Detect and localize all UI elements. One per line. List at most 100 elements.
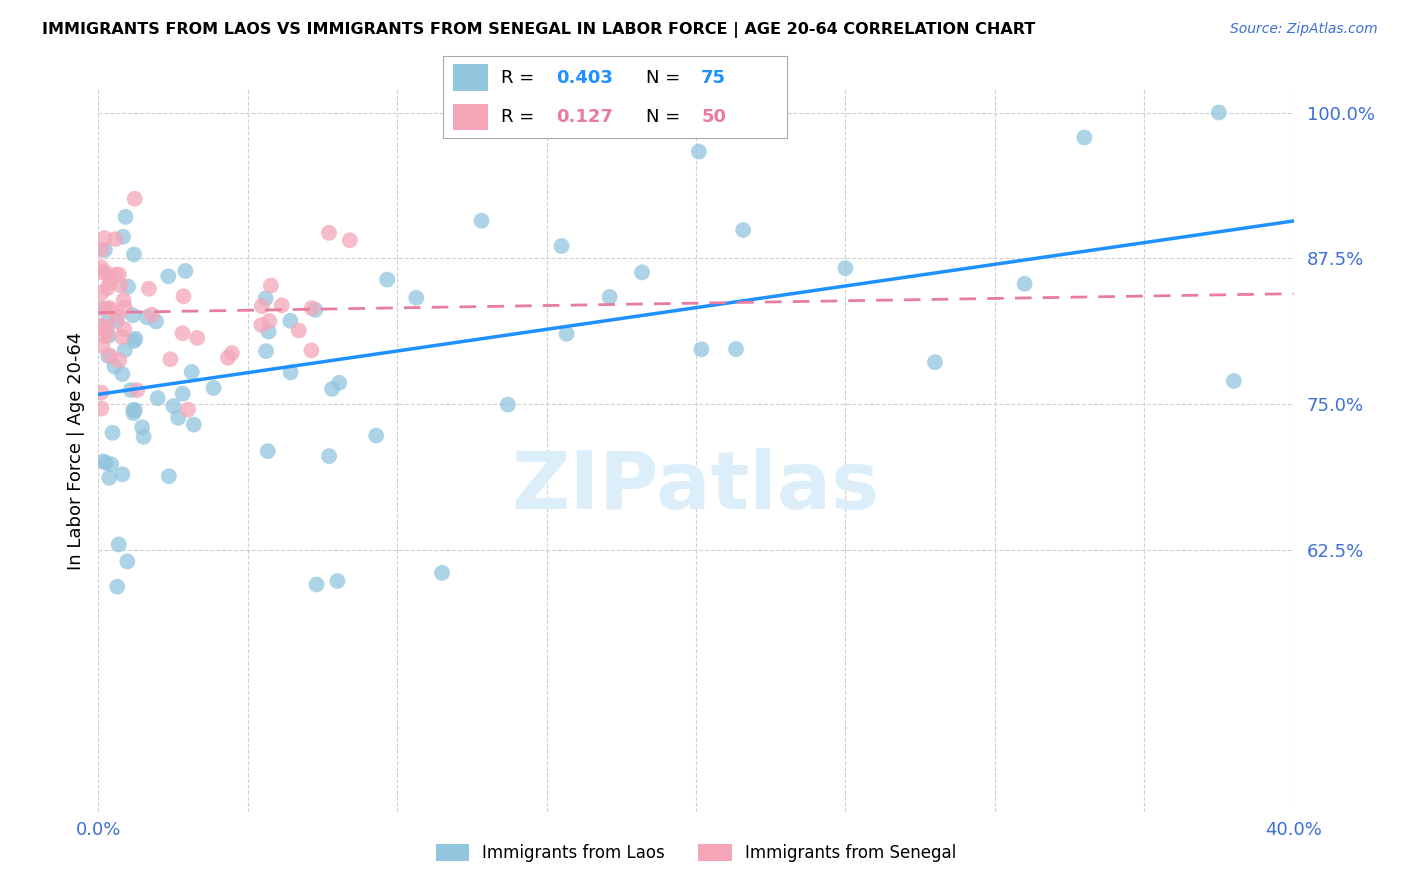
Point bbox=[91, 339, 114, 353]
Point bbox=[280, 365, 302, 379]
Point bbox=[256, 444, 278, 458]
Point bbox=[138, 282, 160, 296]
Point bbox=[96, 324, 118, 338]
Text: IMMIGRANTS FROM LAOS VS IMMIGRANTS FROM SENEGAL IN LABOR FORCE | AGE 20-64 CORRE: IMMIGRANTS FROM LAOS VS IMMIGRANTS FROM … bbox=[42, 22, 1035, 38]
Point bbox=[375, 272, 398, 286]
Point bbox=[259, 314, 281, 328]
Point bbox=[96, 281, 118, 295]
Point bbox=[108, 353, 131, 368]
Point bbox=[278, 314, 301, 328]
Point bbox=[177, 402, 200, 417]
Point bbox=[103, 359, 125, 374]
Point bbox=[339, 233, 361, 247]
Text: 0.403: 0.403 bbox=[557, 69, 613, 87]
Point bbox=[299, 343, 322, 358]
Point bbox=[114, 301, 136, 315]
Bar bbox=[453, 103, 488, 130]
Point bbox=[733, 223, 755, 237]
Point bbox=[430, 566, 453, 580]
Point bbox=[100, 457, 122, 471]
Point bbox=[91, 454, 114, 468]
Y-axis label: In Labor Force | Age 20-64: In Labor Force | Age 20-64 bbox=[66, 331, 84, 570]
Point bbox=[270, 298, 292, 312]
Text: Source: ZipAtlas.com: Source: ZipAtlas.com bbox=[1230, 22, 1378, 37]
Point bbox=[107, 309, 129, 323]
Point bbox=[117, 279, 139, 293]
Point bbox=[94, 329, 117, 343]
Point bbox=[101, 425, 124, 440]
Text: 75: 75 bbox=[702, 69, 727, 87]
Point bbox=[690, 343, 713, 357]
Point bbox=[688, 145, 710, 159]
Point bbox=[96, 317, 118, 331]
Point bbox=[96, 319, 118, 334]
Point bbox=[111, 367, 134, 381]
Point bbox=[90, 285, 112, 300]
Point bbox=[105, 314, 128, 328]
Point bbox=[1014, 277, 1036, 291]
Point bbox=[159, 352, 181, 367]
Point bbox=[90, 260, 112, 275]
Point bbox=[93, 231, 115, 245]
Point bbox=[90, 243, 112, 257]
Point bbox=[1073, 130, 1095, 145]
Point bbox=[305, 577, 328, 591]
Text: N =: N = bbox=[647, 108, 686, 126]
Point bbox=[174, 264, 197, 278]
Text: 50: 50 bbox=[702, 108, 727, 126]
Point bbox=[301, 301, 323, 315]
Point bbox=[104, 232, 127, 246]
Point bbox=[550, 239, 572, 253]
Point bbox=[100, 349, 122, 363]
Point bbox=[90, 385, 112, 400]
Point bbox=[104, 268, 127, 282]
Legend: Immigrants from Laos, Immigrants from Senegal: Immigrants from Laos, Immigrants from Se… bbox=[429, 837, 963, 869]
Point bbox=[122, 308, 145, 322]
Point bbox=[111, 229, 134, 244]
Text: ZIPatlas: ZIPatlas bbox=[512, 448, 880, 525]
Point bbox=[91, 265, 114, 279]
Point bbox=[98, 276, 121, 290]
Point bbox=[124, 403, 146, 417]
Point bbox=[318, 449, 340, 463]
Point bbox=[127, 383, 149, 397]
Point bbox=[631, 265, 654, 279]
Point bbox=[157, 269, 180, 284]
Point bbox=[496, 398, 519, 412]
Point bbox=[157, 469, 180, 483]
Point bbox=[328, 376, 350, 390]
Point bbox=[366, 428, 388, 442]
Point bbox=[122, 247, 145, 261]
Point bbox=[96, 266, 118, 280]
Point bbox=[250, 299, 273, 313]
Text: R =: R = bbox=[502, 108, 546, 126]
Point bbox=[94, 456, 117, 470]
Point bbox=[250, 318, 273, 332]
Point bbox=[124, 332, 146, 346]
Point bbox=[599, 290, 621, 304]
Text: R =: R = bbox=[502, 69, 540, 87]
Point bbox=[132, 430, 155, 444]
Point bbox=[221, 346, 243, 360]
Point bbox=[90, 301, 112, 315]
Point bbox=[173, 289, 195, 303]
Point bbox=[112, 293, 135, 307]
Point bbox=[257, 325, 280, 339]
Point bbox=[288, 324, 311, 338]
Point bbox=[326, 574, 349, 588]
Point bbox=[97, 349, 120, 363]
Point bbox=[724, 342, 747, 356]
Point bbox=[120, 383, 142, 397]
Point bbox=[405, 291, 427, 305]
Point bbox=[260, 278, 283, 293]
Point bbox=[112, 322, 135, 336]
Point bbox=[180, 365, 202, 379]
Point bbox=[110, 278, 132, 293]
Point bbox=[304, 302, 326, 317]
Text: 0.127: 0.127 bbox=[557, 108, 613, 126]
Point bbox=[117, 554, 139, 568]
Point bbox=[183, 417, 205, 432]
Point bbox=[141, 308, 163, 322]
Point bbox=[131, 420, 153, 434]
Bar bbox=[453, 64, 488, 91]
